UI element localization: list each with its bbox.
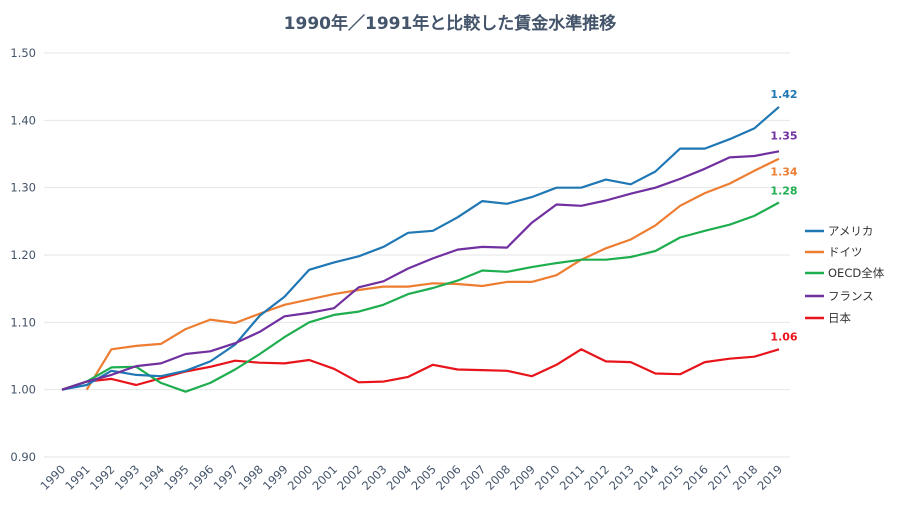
data-label: 1.06	[770, 330, 797, 343]
y-tick-label: 1.40	[10, 113, 36, 127]
x-tick-label: 2019	[755, 462, 786, 493]
y-tick-label: 0.90	[10, 450, 36, 464]
chart-title: 1990年／1991年と比較した賃金水準推移	[284, 13, 617, 34]
x-tick-label: 2014	[631, 462, 662, 493]
x-tick-label: 2003	[359, 462, 390, 493]
x-tick-label: 2015	[656, 462, 687, 493]
x-tick-label: 2004	[384, 462, 415, 493]
x-tick-label: 1995	[161, 462, 192, 493]
x-tick-label: 2005	[408, 462, 439, 493]
data-label: 1.34	[770, 166, 797, 179]
series-line-3	[61, 150, 780, 391]
x-tick-label: 1993	[112, 462, 143, 493]
x-tick-label: 2009	[507, 462, 538, 493]
x-tick-label: 2002	[334, 462, 365, 493]
series-line-1	[85, 157, 780, 391]
x-tick-label: 1996	[186, 462, 217, 493]
y-tick-label: 1.00	[10, 383, 36, 397]
x-tick-label: 1991	[62, 462, 93, 493]
x-tick-label: 2008	[483, 462, 514, 493]
y-tick-label: 1.50	[10, 46, 36, 60]
x-tick-label: 2017	[705, 462, 736, 493]
legend-label: フランス	[828, 289, 874, 303]
x-tick-label: 2018	[730, 462, 761, 493]
x-tick-label: 2006	[433, 462, 464, 493]
series-line-4	[61, 348, 780, 391]
x-tick-label: 1997	[211, 462, 242, 493]
data-label: 1.42	[770, 88, 797, 101]
legend-label: ドイツ	[828, 245, 863, 259]
x-tick-label: 2001	[309, 462, 340, 493]
legend-label: OECD全体	[828, 266, 885, 280]
series-line-0	[61, 106, 780, 391]
legend-label: 日本	[828, 311, 851, 325]
y-tick-label: 1.30	[10, 181, 36, 195]
x-tick-label: 1998	[235, 462, 266, 493]
series-line-2	[61, 201, 780, 393]
x-tick-label: 2012	[581, 462, 612, 493]
x-tick-label: 1994	[136, 462, 167, 493]
x-tick-label: 2000	[285, 462, 316, 493]
x-tick-label: 2010	[532, 462, 563, 493]
legend-label: アメリカ	[828, 224, 873, 238]
x-tick-label: 2013	[606, 462, 637, 493]
x-tick-label: 1992	[87, 462, 118, 493]
data-label: 1.28	[770, 184, 797, 197]
x-tick-label: 2007	[458, 462, 489, 493]
x-tick-label: 2011	[557, 462, 588, 493]
y-tick-label: 1.20	[10, 248, 36, 262]
y-tick-label: 1.10	[10, 315, 36, 329]
x-tick-label: 1990	[38, 462, 69, 493]
x-tick-label: 2016	[680, 462, 711, 493]
x-tick-label: 1999	[260, 462, 291, 493]
data-label: 1.35	[770, 129, 797, 142]
